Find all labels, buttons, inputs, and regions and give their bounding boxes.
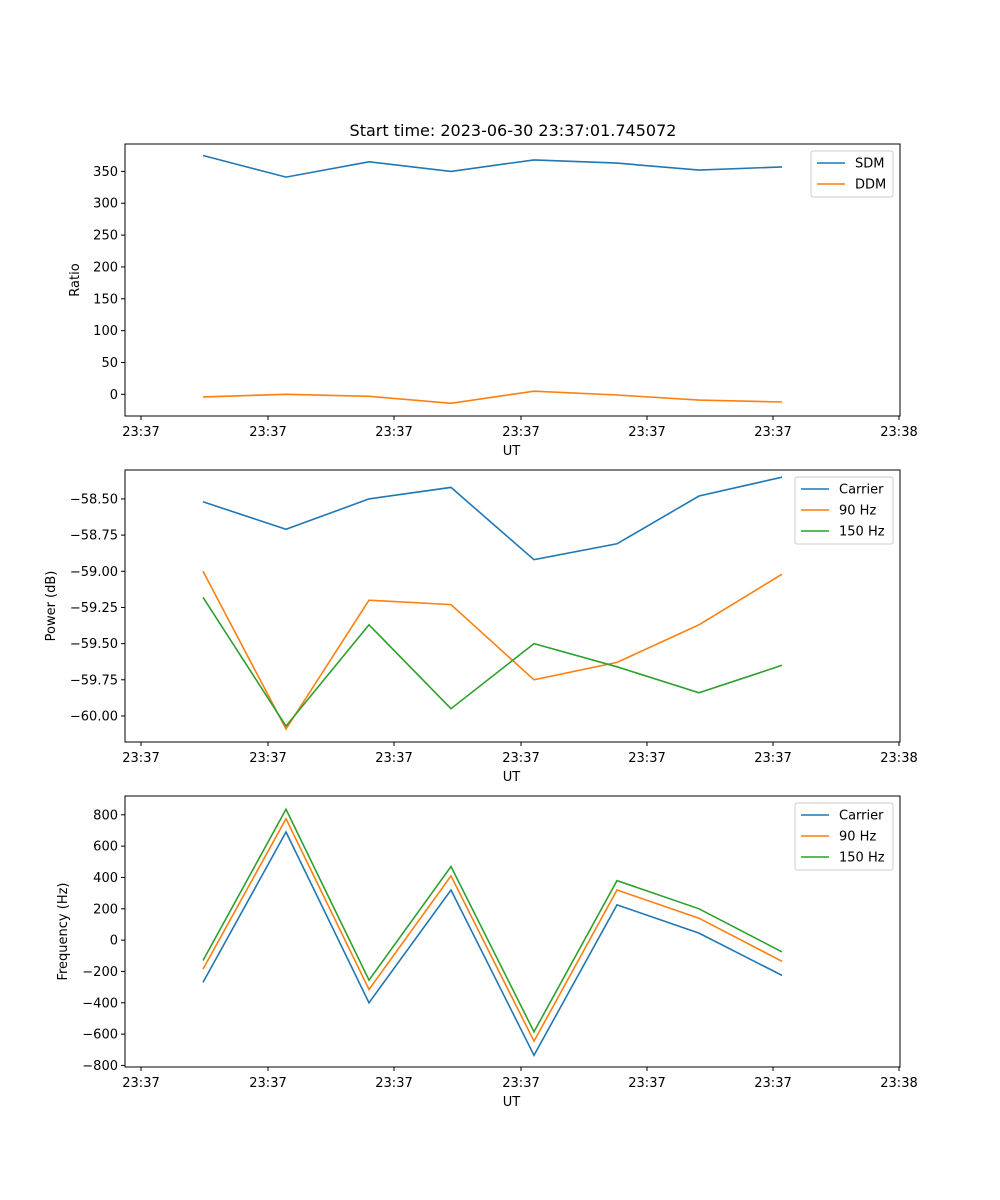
power-x-tick-label: 23:37 (628, 751, 665, 766)
power-y-tick-label: −59.75 (70, 673, 118, 688)
ratio-x-tick-label: 23:37 (754, 425, 791, 440)
power-x-tick-label: 23:37 (502, 751, 539, 766)
frequency-y-tick-label: −600 (82, 1028, 118, 1043)
ratio-panel: 0 50 100 150 200 250 300 350 23:37 23:37 23:37 23:3… (68, 143, 918, 459)
frequency-legend-label: Carrier (839, 809, 884, 824)
frequency-axes-frame (124, 795, 901, 1068)
power-x-tick-label: 23:38 (880, 751, 917, 766)
ratio-x-tick-label: 23:37 (122, 425, 159, 440)
ratio-y-tick-label: 150 (93, 292, 118, 307)
ratio-legend-label: SDM (855, 157, 884, 172)
frequency-y-tick-label: −400 (82, 996, 118, 1011)
power-y-tick-label: −58.50 (70, 492, 118, 507)
ratio-x-tick-label: 23:37 (502, 425, 539, 440)
ratio-x-tick-label: 23:38 (880, 425, 917, 440)
frequency-series-150-hz-line (202, 807, 783, 1034)
power-y-tick-label: −59.50 (70, 637, 118, 652)
power-y-tick-label: −59.25 (70, 601, 118, 616)
ratio-y-tick-label: 300 (93, 197, 118, 212)
ratio-x-axis-label: UT (503, 444, 521, 459)
power-y-axis-label: Power (dB) (44, 571, 59, 642)
frequency-y-tick-label: 800 (93, 808, 118, 823)
ratio-series-sdm-line (202, 154, 783, 178)
frequency-y-tick-label: 600 (93, 840, 118, 855)
ratio-y-tick-label: 250 (93, 229, 118, 244)
power-x-tick-label: 23:37 (122, 751, 159, 766)
power-series-carrier-line (202, 476, 783, 561)
frequency-x-axis-label: UT (503, 1095, 521, 1110)
frequency-x-tick-label: 23:37 (375, 1076, 412, 1091)
frequency-panel: −800 −600 −400 −200 0 200 400 600 800 23:37 23:37 2… (56, 795, 918, 1110)
power-panel: −60.00 −59.75 −59.50 −59.25 −59.00 −58.75 −58.… (44, 469, 918, 785)
frequency-legend-label: 90 Hz (839, 830, 876, 845)
frequency-series-carrier-line (202, 830, 783, 1058)
ratio-y-tick-label: 200 (93, 260, 118, 275)
frequency-y-tick-label: 400 (93, 871, 118, 886)
ratio-y-tick-label: 50 (101, 356, 118, 371)
frequency-x-tick-label: 23:37 (628, 1076, 665, 1091)
power-x-tick-label: 23:37 (754, 751, 791, 766)
figure-title: Start time: 2023-06-30 23:37:01.745072 (350, 121, 677, 140)
frequency-x-tick-label: 23:38 (880, 1076, 917, 1091)
power-legend-label: 90 Hz (839, 504, 876, 519)
ratio-y-tick-label: 100 (93, 324, 118, 339)
frequency-x-tick-label: 23:37 (502, 1076, 539, 1091)
ratio-legend-label: DDM (855, 178, 886, 193)
power-x-axis-label: UT (503, 770, 521, 785)
frequency-legend-label: 150 Hz (839, 851, 885, 866)
ratio-x-tick-label: 23:37 (249, 425, 286, 440)
power-x-tick-label: 23:37 (375, 751, 412, 766)
frequency-y-axis-label: Frequency (Hz) (56, 882, 71, 980)
ratio-y-tick-label: 0 (110, 388, 118, 403)
frequency-x-tick-label: 23:37 (122, 1076, 159, 1091)
power-series-150-hz-line (202, 596, 783, 728)
power-legend-label: Carrier (839, 483, 884, 498)
frequency-y-tick-label: −200 (82, 965, 118, 980)
power-y-tick-label: −59.00 (70, 565, 118, 580)
power-series-90-hz-line (202, 570, 783, 731)
ratio-y-tick-label: 350 (93, 165, 118, 180)
ratio-y-axis-label: Ratio (68, 263, 83, 296)
ratio-series-ddm-line (202, 390, 783, 405)
ratio-axes-frame (124, 143, 901, 417)
power-legend-label: 150 Hz (839, 525, 885, 540)
ratio-x-tick-label: 23:37 (375, 425, 412, 440)
frequency-x-tick-label: 23:37 (754, 1076, 791, 1091)
frequency-y-tick-label: 0 (110, 934, 118, 949)
frequency-series-90-hz-line (202, 816, 783, 1043)
power-legend (794, 476, 894, 545)
power-y-tick-label: −60.00 (70, 709, 118, 724)
power-x-tick-label: 23:37 (249, 751, 286, 766)
frequency-y-tick-label: 200 (93, 902, 118, 917)
frequency-y-tick-label: −800 (82, 1059, 118, 1074)
ratio-x-tick-label: 23:37 (628, 425, 665, 440)
power-axes-frame (124, 469, 901, 743)
power-y-tick-label: −58.75 (70, 529, 118, 544)
frequency-x-tick-label: 23:37 (249, 1076, 286, 1091)
frequency-legend (794, 802, 894, 871)
